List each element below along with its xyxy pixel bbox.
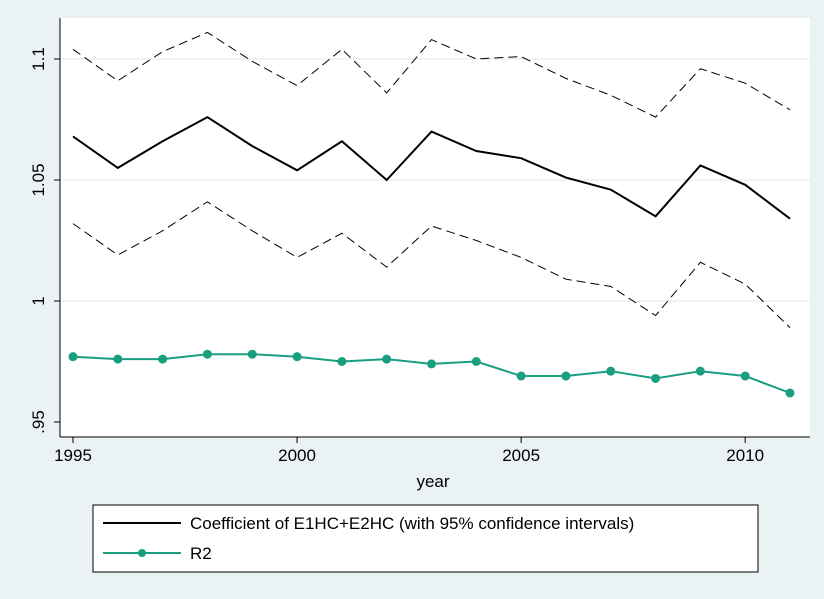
x-tick-label: 2010 [726, 446, 764, 465]
series-line-coefficient [72, 115, 791, 220]
y-tick-label: .95 [29, 410, 48, 434]
r2-point [516, 371, 526, 381]
legend-label-coefficient: Coefficient of E1HC+E2HC (with 95% confi… [190, 514, 634, 533]
legend-marker-r2 [138, 549, 146, 557]
r2-point [68, 352, 78, 362]
legend-box [92, 504, 759, 573]
y-tick-label: 1.05 [29, 163, 48, 196]
series-line-lower-ci [72, 201, 791, 328]
r2-point [651, 373, 661, 383]
legend: Coefficient of E1HC+E2HC (with 95% confi… [92, 504, 759, 573]
r2-point [337, 357, 347, 366]
series-lines [68, 31, 795, 398]
x-tick-label: 1995 [54, 446, 92, 465]
legend-label-r2: R2 [190, 544, 212, 563]
r2-point [785, 388, 795, 398]
x-tick-label: 2000 [278, 446, 316, 465]
gridlines [60, 58, 810, 302]
r2-point [202, 349, 212, 359]
r2-point [113, 354, 123, 364]
r2-point [292, 352, 302, 362]
r2-point [247, 349, 257, 359]
x-tick-label: 2005 [502, 446, 540, 465]
y-tick-label: 1.1 [29, 47, 48, 71]
y-tick-label: 1 [29, 296, 48, 305]
r2-point [158, 354, 168, 364]
r2-point [382, 354, 392, 364]
r2-point [471, 357, 481, 366]
x-axis-title: year [416, 472, 449, 491]
r2-point [695, 366, 705, 376]
r2-point [427, 359, 436, 369]
r2-point [740, 371, 750, 381]
r2-point [606, 366, 616, 376]
axes: .95 1 1.05 1.1 1995 2000 2005 2010 [29, 18, 810, 465]
r2-point [561, 371, 571, 381]
series-line-upper-ci [72, 31, 791, 118]
